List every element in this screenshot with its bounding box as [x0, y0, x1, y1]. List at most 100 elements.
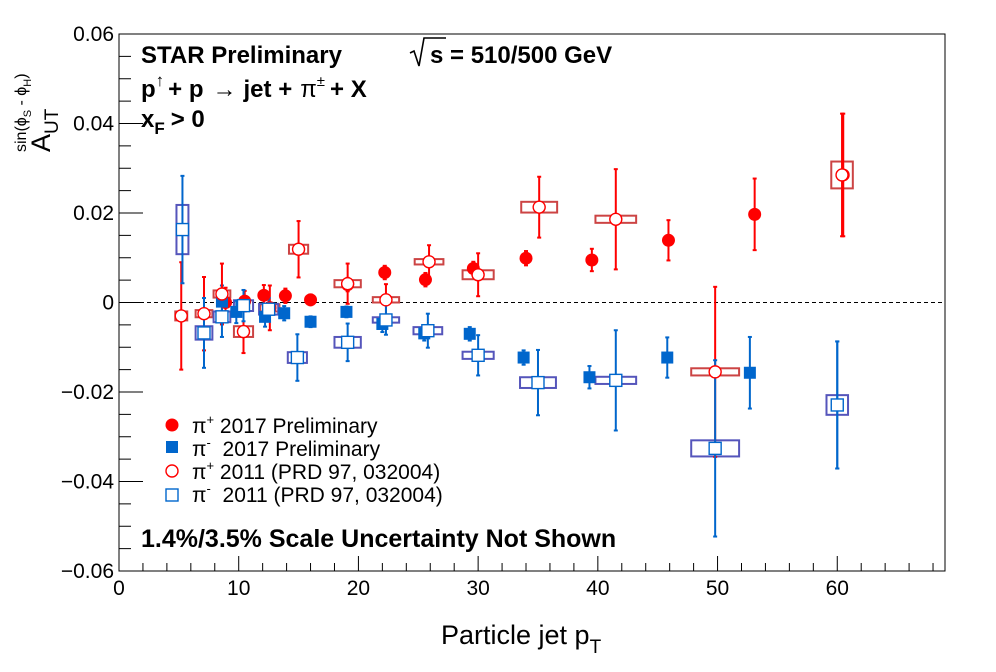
- data-point-pim-2011: [236, 298, 251, 313]
- data-point-pim-2011: [261, 302, 276, 316]
- xf-sub: F: [154, 119, 164, 138]
- reaction-up-arrow: ↑: [156, 71, 165, 90]
- legend-text: 2017 Preliminary: [214, 415, 378, 438]
- data-point-pim-2017: [304, 315, 317, 328]
- data-point-pim-2011: [215, 310, 229, 324]
- title-energy: s = 510/500 GeV: [430, 42, 612, 69]
- y-tick-label: 0: [102, 292, 114, 315]
- legend-charge: +: [207, 412, 215, 427]
- scale-uncertainty-note: 1.4%/3.5% Scale Uncertainty Not Shown: [141, 525, 616, 553]
- data-point-pip-2011: [174, 309, 188, 323]
- legend-pi: π: [192, 484, 207, 507]
- data-point-pim-2017: [340, 305, 353, 318]
- axis-ticks: [118, 33, 934, 572]
- data-point-pim-2011: [609, 373, 623, 388]
- sqrt-icon: [409, 37, 446, 67]
- ylabel-sup-s: S: [22, 110, 34, 117]
- ylabel-sup-a: sin(ϕ: [13, 117, 30, 152]
- data-point-pip-2017: [378, 266, 392, 280]
- xf-rest: > 0: [171, 106, 205, 133]
- x-tick-label: 10: [227, 577, 250, 600]
- data-point-pip-2017: [519, 251, 533, 265]
- data-point-pim-2011: [340, 335, 355, 350]
- data-point-pip-2011: [215, 287, 229, 301]
- x-axis-title-sub: T: [590, 637, 602, 658]
- data-point-pip-2011: [291, 242, 306, 256]
- data-point-pim-2017: [661, 351, 674, 364]
- data-point-pip-2011: [340, 277, 355, 291]
- y-axis-title: AUT sin(ϕS - ϕH): [13, 73, 63, 152]
- data-point-pim-2011: [197, 326, 211, 340]
- data-point-pip-2011: [708, 365, 722, 379]
- data-point-pip-2011: [471, 268, 485, 282]
- x-axis-title-main: Particle jet p: [441, 620, 590, 650]
- y-tick-label: 0.02: [73, 202, 114, 225]
- data-point-pim-2011: [175, 222, 190, 237]
- legend-marker-pip-2011: [165, 464, 179, 478]
- title-collaboration: STAR Preliminary: [141, 42, 343, 69]
- data-point-pim-2011: [421, 323, 435, 338]
- y-tick-label: 0.06: [73, 23, 114, 46]
- reaction-p: p: [141, 76, 156, 103]
- title-reaction: p↑ + p → jet + π± + X: [141, 71, 367, 103]
- marker-layer: [174, 168, 850, 456]
- legend-pi: π: [192, 415, 207, 438]
- data-point-pip-2017: [278, 289, 292, 303]
- x-tick-label: 0: [113, 577, 125, 600]
- svg-text:AUT: AUT: [26, 108, 63, 152]
- y-tick-label: 0.04: [73, 113, 114, 136]
- data-point-pip-2017: [304, 293, 318, 307]
- title-star-preliminary: STAR Preliminary: [141, 42, 343, 69]
- legend-marker-pim-2017: [166, 441, 178, 453]
- legend-marker-pip-2017: [165, 418, 179, 432]
- legend-charge: -: [207, 481, 211, 496]
- data-point-pip-2011: [609, 212, 623, 226]
- y-axis-title-main: A: [26, 134, 56, 152]
- data-point-pim-2011: [290, 350, 305, 365]
- x-tick-label: 20: [347, 577, 370, 600]
- reaction-arrow: →: [213, 76, 237, 103]
- ylabel-sup-end: ): [13, 73, 30, 78]
- ylabel-sup-mid: - ϕ: [13, 87, 30, 110]
- x-axis-title: Particle jet pT: [441, 620, 602, 658]
- legend-marker-pim-2011: [165, 488, 179, 502]
- legend-text: 2011 (PRD 97, 032004): [211, 484, 443, 507]
- data-point-pim-2017: [743, 366, 756, 379]
- y-tick-label: −0.04: [61, 471, 114, 494]
- legend-label-pip-2017: π+ 2017 Preliminary: [192, 412, 378, 438]
- reaction-x: + X: [330, 76, 367, 103]
- data-point-pip-2017: [661, 233, 675, 247]
- data-point-pim-2017: [278, 307, 291, 320]
- data-point-pim-2011: [531, 375, 545, 390]
- data-point-pim-2017: [463, 327, 476, 340]
- legend-charge: +: [207, 458, 215, 473]
- data-point-pim-2017: [517, 351, 530, 364]
- legend-text: 2017 Preliminary: [211, 438, 381, 461]
- data-point-pip-2011: [197, 306, 211, 321]
- y-tick-label: −0.02: [61, 381, 114, 404]
- reaction-jet: jet +: [243, 76, 293, 103]
- reaction-plus-p: + p: [168, 76, 203, 103]
- x-tick-label: 30: [466, 577, 489, 600]
- axis-tick-labels: 0 10 20 30 40 50 60 −0.06 −0.04 −0.02 0 0.02 0.04 0.0…: [61, 23, 849, 600]
- xf-x: x: [141, 106, 155, 133]
- data-point-pim-2017: [583, 371, 596, 384]
- reaction-pi: π: [300, 76, 317, 103]
- data-point-pip-2017: [585, 253, 599, 267]
- y-axis-title-superscript: sin(ϕS - ϕH): [13, 73, 34, 152]
- x-tick-label: 40: [586, 577, 609, 600]
- legend-label-pim-2017: π- 2017 Preliminary: [192, 435, 381, 461]
- title-energy-text: s = 510/500 GeV: [430, 42, 612, 69]
- data-point-pip-2011: [835, 168, 849, 182]
- reaction-pm: ±: [317, 73, 325, 90]
- data-point-pim-2011: [379, 313, 393, 327]
- legend: π+ 2017 Preliminary π- 2017 Preliminary …: [165, 412, 443, 507]
- x-tick-label: 60: [826, 577, 849, 600]
- data-point-pip-2011: [532, 200, 546, 214]
- y-axis-title-sub: UT: [42, 108, 63, 134]
- legend-pi: π: [192, 438, 207, 461]
- data-point-pip-2017: [748, 207, 762, 221]
- legend-label-pim-2011: π- 2011 (PRD 97, 032004): [192, 481, 443, 507]
- title-xf: xF > 0: [141, 106, 205, 138]
- data-point-pip-2017: [257, 288, 271, 302]
